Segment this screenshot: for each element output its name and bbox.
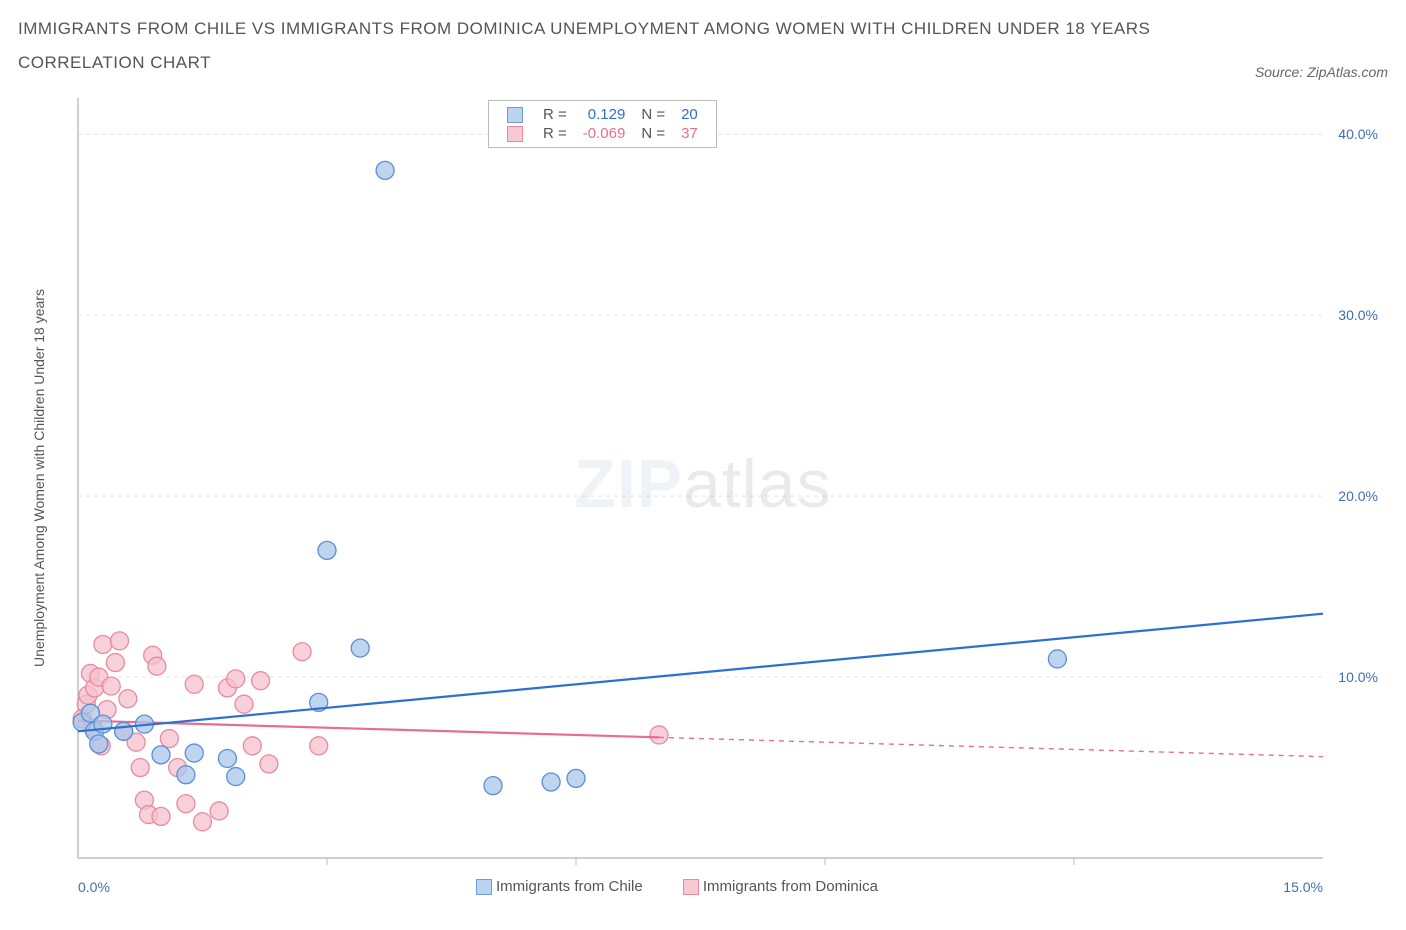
stat-legend: R = 0.129 N = 20 R = -0.069 N = 37 bbox=[488, 100, 717, 148]
swatch-dominica bbox=[507, 126, 523, 142]
swatch-dominica bbox=[683, 879, 699, 895]
svg-text:0.0%: 0.0% bbox=[78, 879, 110, 895]
n-label: N = bbox=[633, 105, 673, 124]
svg-text:40.0%: 40.0% bbox=[1338, 126, 1378, 142]
stat-row-dominica: R = -0.069 N = 37 bbox=[499, 124, 706, 143]
swatch-chile bbox=[507, 107, 523, 123]
r-label: R = bbox=[535, 105, 575, 124]
svg-text:Unemployment Among Women with: Unemployment Among Women with Children U… bbox=[31, 289, 47, 667]
svg-text:10.0%: 10.0% bbox=[1338, 669, 1378, 685]
n-value-dominica: 37 bbox=[673, 124, 706, 143]
stat-row-chile: R = 0.129 N = 20 bbox=[499, 105, 706, 124]
svg-text:20.0%: 20.0% bbox=[1338, 488, 1378, 504]
source-label: Source: ZipAtlas.com bbox=[1255, 64, 1388, 80]
r-label: R = bbox=[535, 124, 575, 143]
correlation-chart: 10.0% 20.0% 30.0% 40.0% 0.0% 15.0% Unemploymen… bbox=[18, 88, 1388, 913]
n-label: N = bbox=[633, 124, 673, 143]
svg-text:15.0%: 15.0% bbox=[1283, 879, 1323, 895]
legend-item-dominica: Immigrants from Dominica bbox=[683, 878, 878, 895]
r-value-chile: 0.129 bbox=[575, 105, 634, 124]
chart-svg: 10.0% 20.0% 30.0% 40.0% 0.0% 15.0% Unemploymen… bbox=[18, 88, 1388, 908]
chart-title-line2: CORRELATION CHART bbox=[18, 46, 1150, 80]
svg-text:30.0%: 30.0% bbox=[1338, 307, 1378, 323]
n-value-chile: 20 bbox=[673, 105, 706, 124]
chart-title-line1: IMMIGRANTS FROM CHILE VS IMMIGRANTS FROM… bbox=[18, 12, 1150, 46]
legend-label-chile: Immigrants from Chile bbox=[496, 878, 643, 895]
swatch-chile bbox=[476, 879, 492, 895]
series-legend: Immigrants from Chile Immigrants from Do… bbox=[458, 878, 896, 899]
r-value-dominica: -0.069 bbox=[575, 124, 634, 143]
legend-item-chile: Immigrants from Chile bbox=[476, 878, 643, 895]
legend-label-dominica: Immigrants from Dominica bbox=[703, 878, 878, 895]
